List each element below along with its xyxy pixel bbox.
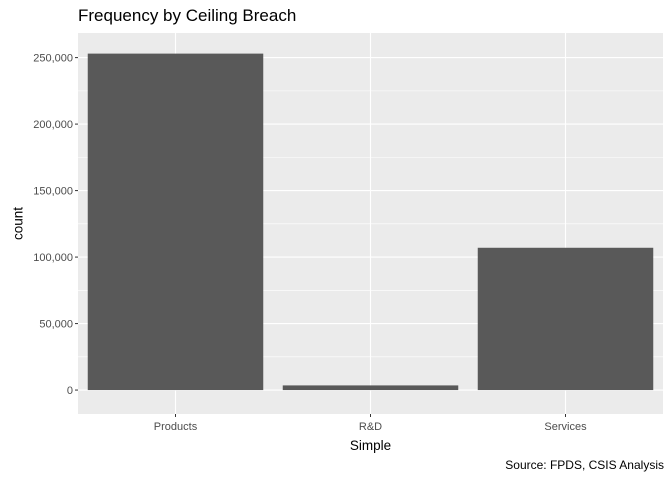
chart-caption: Source: FPDS, CSIS Analysis	[505, 458, 664, 472]
x-axis-ticks: Products R&D Services	[154, 414, 587, 433]
y-tick-label: 100,000	[33, 252, 73, 264]
bar-r-d	[282, 385, 459, 391]
x-axis-title: Simple	[350, 438, 391, 453]
x-tick-label: Products	[154, 421, 198, 433]
bars	[87, 53, 654, 391]
bar-services	[477, 247, 654, 391]
y-tick-label: 200,000	[33, 119, 73, 131]
y-tick-label: 0	[67, 385, 73, 397]
x-tick-label: Services	[544, 421, 587, 433]
y-tick-label: 50,000	[39, 319, 73, 331]
x-tick-label: R&D	[359, 421, 382, 433]
y-tick-label: 250,000	[33, 53, 73, 65]
chart-title: Frequency by Ceiling Breach	[78, 6, 297, 25]
y-axis-ticks: 0 50,000 100,000 150,000 200,000 250,000	[33, 53, 78, 397]
bar-products	[87, 53, 264, 391]
y-tick-label: 150,000	[33, 186, 73, 198]
y-axis-title: count	[11, 207, 26, 240]
